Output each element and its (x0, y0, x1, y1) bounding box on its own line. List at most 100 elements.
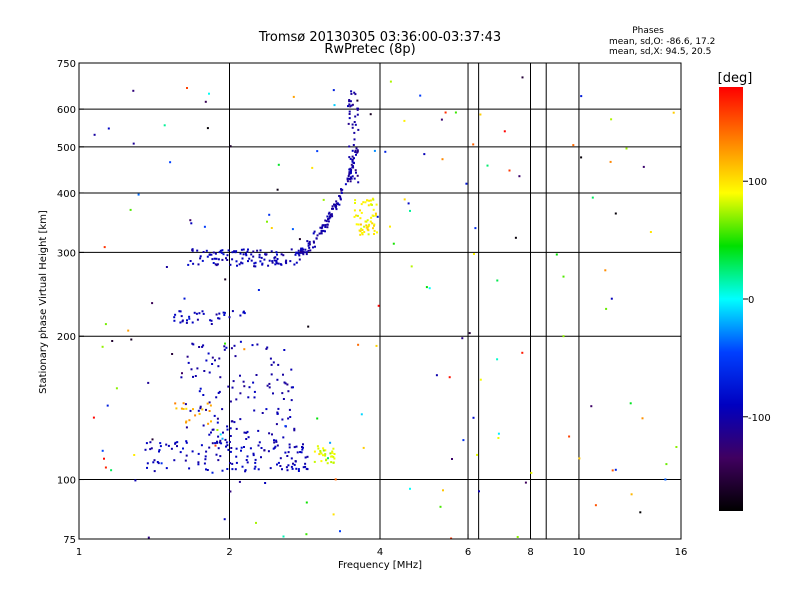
data-point (478, 490, 480, 493)
data-point (239, 418, 242, 421)
data-point (216, 263, 219, 266)
data-point (235, 260, 238, 263)
data-point (472, 416, 475, 419)
data-point (226, 254, 229, 257)
data-point (474, 227, 477, 230)
data-point (479, 378, 482, 381)
data-point (167, 444, 170, 447)
data-point (334, 203, 337, 206)
data-point (111, 340, 114, 342)
data-point (349, 170, 352, 173)
data-point (182, 447, 184, 450)
data-point (199, 255, 202, 258)
data-point (335, 208, 338, 211)
data-point (146, 462, 149, 465)
data-point (521, 351, 524, 354)
data-point (260, 256, 263, 259)
x-tick-label: 6 (465, 547, 471, 558)
data-point (259, 260, 262, 263)
data-point (215, 396, 218, 399)
data-point (335, 205, 338, 207)
data-point (110, 469, 113, 472)
data-point (356, 113, 359, 116)
data-point (179, 321, 182, 324)
data-point (675, 446, 678, 448)
y-tick-label: 100 (57, 476, 76, 487)
data-point (348, 168, 351, 171)
data-point (334, 206, 337, 209)
data-point (326, 223, 329, 226)
data-point (348, 103, 351, 106)
data-point (214, 252, 217, 255)
data-point (572, 144, 575, 147)
data-point (93, 133, 96, 136)
data-point (304, 465, 307, 468)
data-point (409, 209, 411, 212)
data-point (233, 421, 236, 424)
data-point (208, 401, 211, 404)
data-point (273, 446, 276, 449)
data-point (461, 337, 464, 340)
data-point (319, 451, 322, 454)
data-point (611, 469, 614, 472)
data-point (277, 363, 280, 366)
data-point (198, 312, 201, 315)
data-point (218, 441, 221, 444)
data-point (360, 227, 363, 230)
data-point (149, 448, 152, 451)
data-point (261, 263, 264, 266)
data-point (331, 451, 334, 454)
data-point (329, 216, 332, 219)
data-point (144, 448, 147, 451)
data-point (187, 263, 190, 266)
data-point (354, 123, 357, 126)
data-point (351, 155, 354, 158)
data-point (372, 208, 375, 211)
data-point (224, 342, 226, 345)
data-point (524, 481, 527, 484)
data-point (357, 128, 360, 131)
data-point (195, 312, 198, 315)
data-point (146, 466, 148, 469)
data-point (186, 355, 189, 358)
data-point (223, 518, 226, 521)
data-point (235, 461, 238, 464)
data-point (479, 113, 482, 116)
x-tick-label: 16 (675, 547, 688, 558)
data-point (132, 89, 135, 92)
data-point (276, 463, 278, 466)
data-point (316, 150, 319, 153)
data-point (192, 262, 195, 265)
data-point (241, 257, 244, 260)
data-point (276, 253, 278, 256)
data-point (649, 231, 652, 233)
data-point (353, 162, 355, 165)
data-point (441, 158, 444, 161)
data-point (103, 457, 105, 460)
data-point (351, 175, 354, 178)
data-point (220, 251, 223, 254)
data-point (198, 346, 201, 348)
data-point (357, 343, 360, 346)
data-point (188, 467, 191, 470)
data-point (316, 445, 319, 448)
data-point (230, 447, 233, 449)
data-point (268, 213, 271, 216)
data-point (196, 367, 199, 370)
data-point (322, 198, 325, 201)
data-point (609, 160, 612, 163)
data-point (625, 147, 628, 150)
data-point (211, 258, 214, 261)
data-point (253, 467, 256, 470)
data-point (355, 171, 357, 174)
data-point (347, 105, 349, 108)
data-point (191, 249, 194, 251)
data-point (298, 254, 301, 257)
data-point (232, 380, 235, 383)
data-point (106, 404, 109, 407)
data-point (253, 390, 256, 393)
data-point (268, 259, 271, 262)
data-point (255, 521, 257, 524)
data-point (530, 471, 533, 474)
data-point (231, 468, 234, 471)
